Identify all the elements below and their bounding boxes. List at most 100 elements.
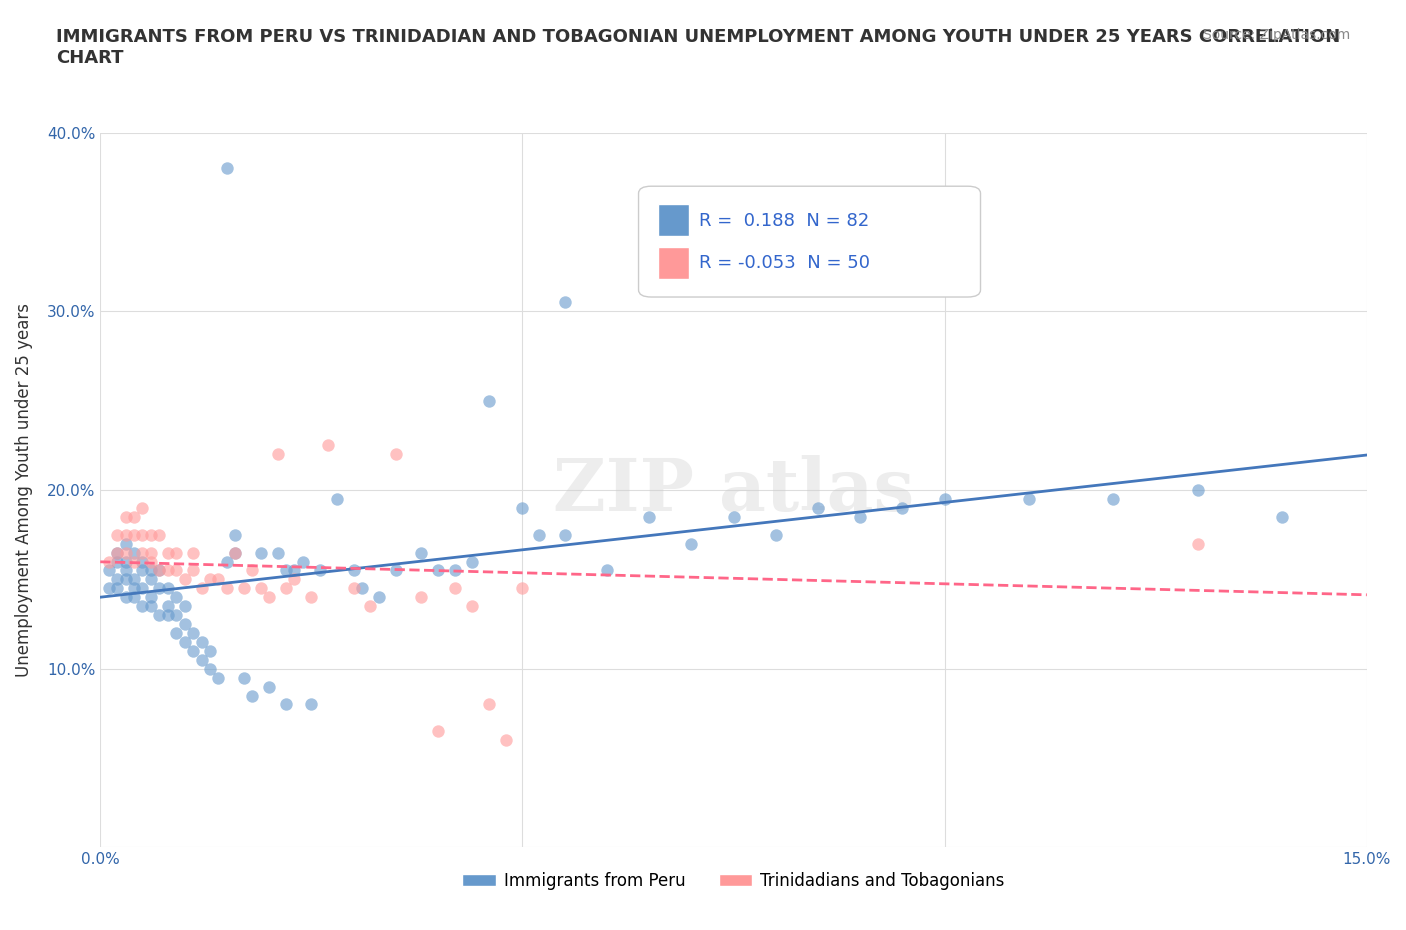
Point	[461, 554, 484, 569]
Point	[240, 563, 263, 578]
Point	[411, 590, 433, 604]
Point	[131, 581, 153, 596]
Point	[156, 607, 179, 622]
Point	[173, 617, 195, 631]
Point	[105, 545, 128, 560]
Point	[165, 563, 187, 578]
Text: Source: ZipAtlas.com: Source: ZipAtlas.com	[1202, 28, 1350, 42]
Point	[367, 590, 389, 604]
Point	[173, 634, 195, 649]
Point	[266, 446, 288, 461]
Point	[681, 537, 703, 551]
Point	[283, 572, 305, 587]
Point	[156, 581, 179, 596]
Point	[105, 527, 128, 542]
Point	[215, 554, 238, 569]
Point	[114, 590, 136, 604]
Point	[1187, 537, 1209, 551]
Point	[891, 500, 914, 515]
Point	[638, 510, 661, 525]
Point	[165, 590, 187, 604]
Point	[240, 688, 263, 703]
Point	[257, 679, 280, 694]
Point	[131, 599, 153, 614]
Point	[249, 545, 271, 560]
Point	[181, 545, 204, 560]
Point	[97, 581, 120, 596]
Point	[122, 510, 145, 525]
Point	[427, 724, 450, 738]
Point	[554, 295, 576, 310]
Point	[478, 698, 501, 712]
Point	[105, 572, 128, 587]
Point	[299, 590, 322, 604]
Point	[495, 733, 517, 748]
Point	[274, 698, 297, 712]
Point	[97, 554, 120, 569]
Point	[139, 563, 162, 578]
Point	[411, 545, 433, 560]
Point	[934, 492, 956, 507]
Point	[148, 527, 170, 542]
Point	[114, 537, 136, 551]
Point	[190, 634, 212, 649]
Point	[122, 527, 145, 542]
Point	[105, 545, 128, 560]
Point	[198, 572, 221, 587]
Point	[207, 572, 229, 587]
Point	[198, 644, 221, 658]
Point	[148, 563, 170, 578]
Bar	[658, 247, 689, 279]
Point	[384, 563, 406, 578]
Point	[596, 563, 619, 578]
Point	[114, 527, 136, 542]
Point	[291, 554, 314, 569]
Point	[316, 438, 339, 453]
Point	[139, 590, 162, 604]
Point	[299, 698, 322, 712]
Point	[512, 500, 534, 515]
Point	[122, 581, 145, 596]
FancyBboxPatch shape	[638, 186, 980, 297]
Text: R =  0.188  N = 82: R = 0.188 N = 82	[699, 211, 869, 230]
Y-axis label: Unemployment Among Youth under 25 years: Unemployment Among Youth under 25 years	[15, 303, 32, 677]
Point	[105, 581, 128, 596]
Point	[461, 599, 484, 614]
Point	[181, 563, 204, 578]
Point	[274, 563, 297, 578]
Point	[257, 590, 280, 604]
Point	[139, 572, 162, 587]
Point	[1271, 510, 1294, 525]
Point	[139, 545, 162, 560]
Point	[131, 500, 153, 515]
Point	[232, 671, 254, 685]
Point	[215, 161, 238, 176]
Point	[342, 581, 364, 596]
Point	[232, 581, 254, 596]
Point	[131, 527, 153, 542]
Point	[849, 510, 872, 525]
Point	[97, 563, 120, 578]
Point	[207, 671, 229, 685]
Point	[114, 510, 136, 525]
Point	[215, 581, 238, 596]
Point	[114, 545, 136, 560]
Point	[114, 572, 136, 587]
Point	[105, 554, 128, 569]
Point	[198, 661, 221, 676]
Point	[342, 563, 364, 578]
Point	[122, 572, 145, 587]
Point	[122, 554, 145, 569]
Point	[181, 626, 204, 641]
Point	[266, 545, 288, 560]
Point	[1187, 483, 1209, 498]
Point	[165, 626, 187, 641]
Point	[139, 599, 162, 614]
Point	[308, 563, 330, 578]
Point	[444, 563, 467, 578]
Point	[350, 581, 373, 596]
Point	[224, 527, 246, 542]
Point	[274, 581, 297, 596]
Point	[148, 563, 170, 578]
Point	[173, 572, 195, 587]
